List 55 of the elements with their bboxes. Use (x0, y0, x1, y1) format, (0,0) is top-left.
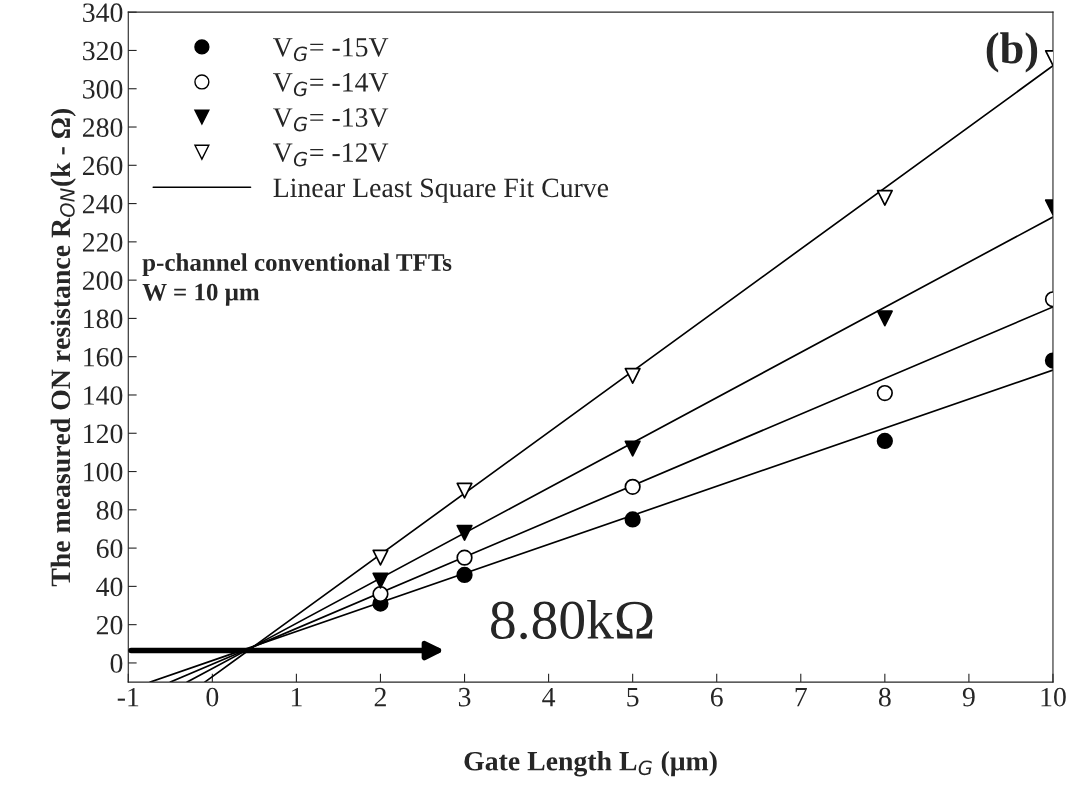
point (624, 367, 641, 384)
point (876, 189, 893, 206)
x-tick-label: 5 (627, 688, 639, 707)
legend-label: Linear Least Square Fit Curve (273, 178, 609, 203)
y-tick-label: 160 (84, 347, 123, 367)
point (876, 384, 893, 402)
y-tick-label: 340 (83, 3, 123, 23)
x-axis-title: Gate Length L$_{G}$ (μm) (464, 751, 717, 777)
point (876, 432, 893, 450)
legend-label: V$_{G}$= -15V (273, 38, 389, 62)
point (624, 440, 641, 457)
y-axis-title: The measured ON resistance R$_{ON}$(k - Ω) (50, 108, 76, 587)
y-tick-label: 180 (84, 309, 123, 329)
y-tick-label: 280 (82, 118, 123, 137)
point (456, 566, 473, 584)
y-tick-label: 320 (83, 41, 123, 61)
y-tick-label: 20 (96, 615, 123, 635)
point (372, 549, 389, 566)
y-tick-label: 40 (96, 577, 123, 597)
y-tick-label: 0 (110, 654, 123, 673)
y-tick-label: 240 (82, 194, 123, 214)
point (456, 549, 473, 566)
y-tick-label: 260 (82, 156, 123, 176)
point (876, 310, 893, 327)
point (456, 482, 473, 499)
legend-label: V$_{G}$= -13V (273, 108, 389, 132)
x-tick-label: 6 (710, 687, 723, 707)
legend-label: V$_{G}$= -12V (273, 143, 389, 167)
y-tick-label: 60 (96, 539, 123, 559)
legend-label: V$_{G}$= -14V (273, 73, 389, 97)
y-tick-label: 80 (96, 500, 123, 520)
y-tick-label: 220 (82, 233, 123, 252)
x-tick-label: 1 (291, 687, 302, 707)
x-tick-label: 8 (878, 687, 891, 707)
y-tick-label: 120 (84, 424, 123, 444)
point (456, 524, 473, 541)
x-tick-label: -1 (117, 687, 139, 707)
point (624, 478, 641, 495)
point (372, 572, 389, 589)
annotation: 8.80kΩ (491, 599, 653, 640)
x-tick-label: 10 (1041, 687, 1066, 707)
x-tick-label: 4 (542, 687, 556, 707)
x-tick-label: 7 (795, 688, 807, 707)
x-tick-label: 2 (374, 687, 386, 707)
x-tick-label: 3 (458, 687, 471, 707)
y-tick-label: 200 (82, 271, 123, 291)
y-tick-label: 140 (84, 386, 123, 405)
y-tick-label: 100 (84, 462, 123, 482)
annotation: (b) (986, 32, 1038, 73)
annotation: p-channel conventional TFTs W = 10 μm (142, 253, 452, 306)
x-tick-label: 9 (962, 687, 975, 707)
point (372, 585, 389, 603)
x-tick-label: 0 (206, 687, 219, 707)
y-tick-label: 300 (83, 79, 123, 99)
point (624, 511, 641, 528)
